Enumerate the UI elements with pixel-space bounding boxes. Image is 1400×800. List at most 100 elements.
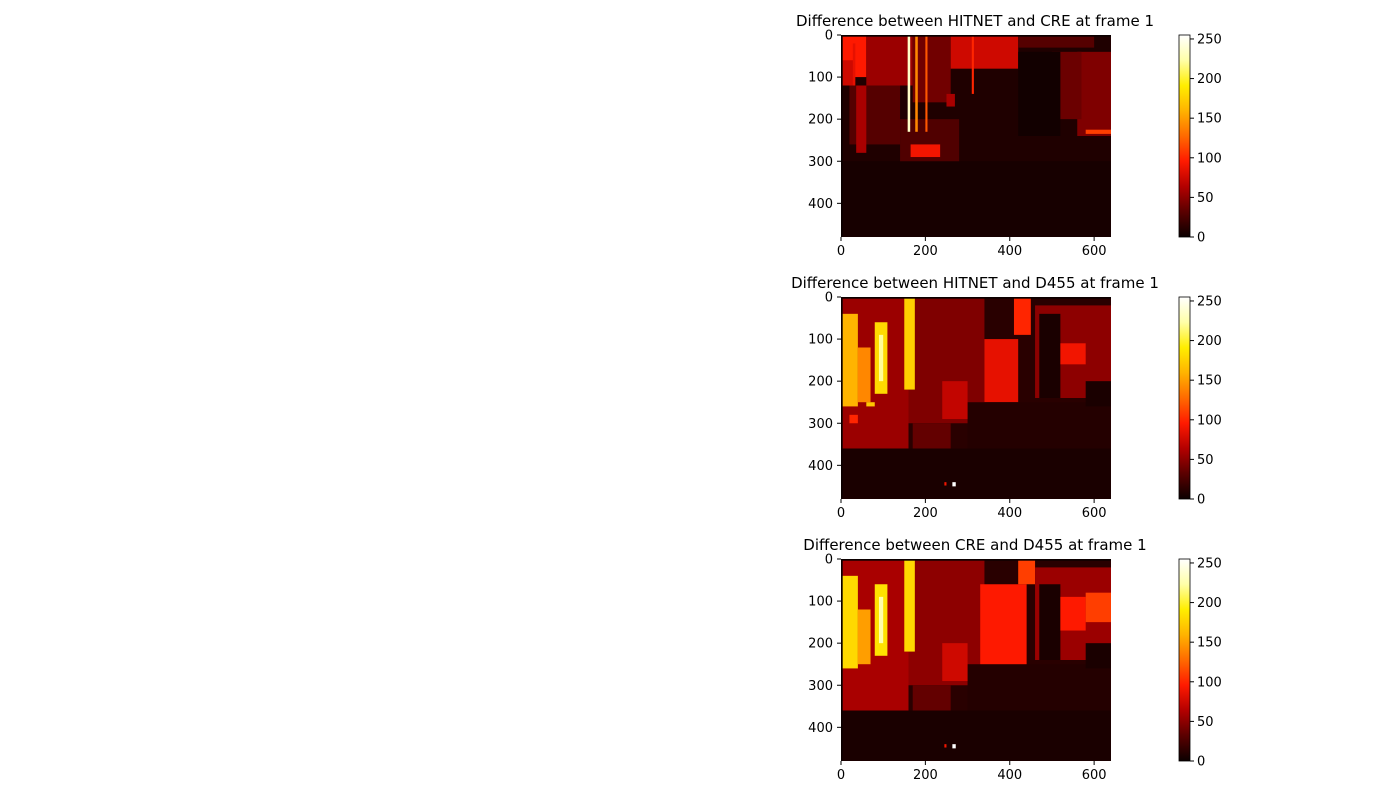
heatmap-region [1018, 559, 1036, 585]
colorbar-tick-label: 0 [1197, 493, 1205, 508]
colorbar-tick-label: 250 [1197, 32, 1222, 47]
heatmap-region [967, 664, 1111, 711]
heatmap-region [857, 347, 871, 403]
heatmap-region [971, 35, 974, 94]
heatmap-region [841, 297, 843, 499]
heatmap-region [841, 559, 1111, 561]
heatmap-region [1060, 343, 1086, 365]
panel-title: Difference between HITNET and CRE at fra… [796, 12, 1154, 30]
heatmap-region [907, 35, 911, 132]
heatmap-region [912, 35, 951, 103]
y-tick-label: 0 [825, 553, 833, 568]
y-tick-label: 100 [808, 595, 833, 610]
colorbar-tick-label: 100 [1197, 413, 1222, 428]
heatmap-region [841, 35, 1111, 37]
heatmap-region [841, 313, 858, 407]
heatmap-region [866, 35, 913, 86]
colorbar-tick-label: 150 [1197, 112, 1222, 127]
heatmap-region [1085, 643, 1111, 669]
heatmap-plot: 0 200 400 600 0 100 200 300 400 0 50 100 150 200 250 [808, 29, 1222, 260]
heatmap-region [1060, 596, 1086, 631]
x-tick-label: 200 [913, 244, 938, 259]
colorbar-tick-label: 50 [1197, 715, 1214, 730]
colorbar [1178, 296, 1191, 500]
x-tick-label: 0 [837, 768, 845, 783]
heatmap-region [904, 559, 915, 652]
colorbar-tick-label: 50 [1197, 453, 1214, 468]
heatmap-region [852, 43, 856, 86]
heatmap-region [1039, 313, 1061, 398]
colorbar [1178, 34, 1191, 238]
x-tick-label: 600 [1082, 506, 1107, 521]
heatmap-region [904, 297, 915, 390]
heatmap-region [841, 60, 854, 86]
heatmap-region [967, 402, 1111, 449]
colorbar [1178, 558, 1191, 762]
heatmap-region [857, 609, 871, 665]
y-tick-label: 300 [808, 417, 833, 432]
heatmap-region [866, 402, 875, 407]
heatmap-region [944, 744, 947, 748]
heatmap-region [950, 35, 1019, 69]
y-tick-label: 200 [808, 375, 833, 390]
heatmap-region [1013, 297, 1031, 335]
colorbar-tick-label: 200 [1197, 334, 1222, 349]
heatmap-panel-hitnet-d455: Difference between HITNET and D455 at fr… [760, 274, 1230, 534]
heatmap-region [878, 334, 884, 382]
heatmap-region [1018, 35, 1095, 48]
heatmap-region [841, 575, 858, 669]
heatmap-image [841, 297, 1111, 499]
x-tick-label: 200 [913, 768, 938, 783]
colorbar-tick-label: 150 [1197, 374, 1222, 389]
colorbar-tick-label: 100 [1197, 151, 1222, 166]
heatmap-region [1085, 381, 1111, 407]
heatmap-region [946, 93, 955, 107]
heatmap-region [942, 381, 968, 420]
heatmap-region [912, 423, 951, 449]
x-tick-label: 400 [997, 506, 1022, 521]
y-tick-label: 200 [808, 113, 833, 128]
heatmap-region [1039, 584, 1061, 660]
x-tick-label: 600 [1082, 244, 1107, 259]
heatmap-region [1085, 129, 1111, 134]
colorbar-tick-label: 150 [1197, 636, 1222, 651]
y-tick-label: 100 [808, 71, 833, 86]
heatmap-region [856, 85, 867, 153]
heatmap-region [1085, 592, 1111, 623]
colorbar-tick-label: 200 [1197, 72, 1222, 87]
panel-title: Difference between HITNET and D455 at fr… [791, 274, 1159, 292]
heatmap-plot: 0 200 400 600 0 100 200 300 400 0 50 100 150 200 250 [808, 553, 1222, 784]
heatmap-region [915, 35, 918, 132]
heatmap-region [944, 482, 947, 486]
y-tick-label: 0 [825, 291, 833, 306]
y-tick-label: 200 [808, 637, 833, 652]
heatmap-region [1077, 51, 1111, 137]
panel-title: Difference between CRE and D455 at frame… [803, 536, 1147, 554]
heatmap-region [912, 685, 951, 711]
heatmap-region [925, 35, 928, 132]
x-tick-label: 400 [997, 244, 1022, 259]
y-tick-label: 100 [808, 333, 833, 348]
heatmap-image [841, 559, 1111, 761]
heatmap-region [841, 35, 843, 237]
heatmap-region [841, 297, 1111, 299]
x-tick-label: 0 [837, 506, 845, 521]
colorbar-tick-label: 0 [1197, 755, 1205, 770]
heatmap-region [841, 559, 843, 761]
x-tick-label: 200 [913, 506, 938, 521]
heatmap-region [849, 414, 858, 424]
heatmap-panel-hitnet-cre: Difference between HITNET and CRE at fra… [760, 12, 1230, 272]
x-tick-label: 400 [997, 768, 1022, 783]
heatmap-panel-cre-d455: Difference between CRE and D455 at frame… [760, 536, 1230, 796]
colorbar-tick-label: 250 [1197, 294, 1222, 309]
x-tick-label: 600 [1082, 768, 1107, 783]
x-tick-label: 0 [837, 244, 845, 259]
y-tick-label: 400 [808, 459, 833, 474]
colorbar-tick-label: 0 [1197, 231, 1205, 246]
y-tick-label: 400 [808, 197, 833, 212]
heatmap-plot: 0 200 400 600 0 100 200 300 400 0 50 100 150 200 250 [808, 291, 1222, 522]
heatmap-region [952, 482, 956, 487]
y-tick-label: 300 [808, 679, 833, 694]
heatmap-region [1018, 51, 1061, 137]
